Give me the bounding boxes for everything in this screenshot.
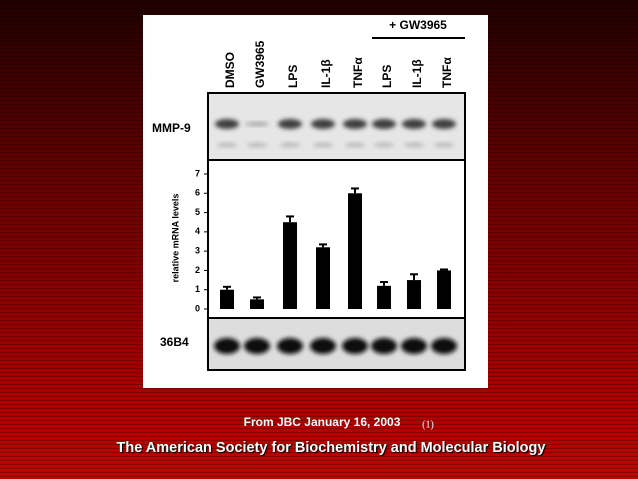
blot-band xyxy=(214,338,240,354)
y-axis-label: relative mRNA levels xyxy=(170,194,180,283)
mmp9-blot xyxy=(207,92,466,161)
source: From JBC January 16, 2003 xyxy=(244,415,401,429)
bar xyxy=(283,222,297,309)
blot-band xyxy=(342,338,368,354)
blot-band xyxy=(245,122,269,126)
blot-band xyxy=(431,338,457,354)
blot-band xyxy=(311,119,335,129)
blot-band xyxy=(277,338,303,354)
blot-band xyxy=(401,338,427,354)
x-tick-label: GW3965 xyxy=(253,40,267,88)
bar xyxy=(377,285,391,309)
blot-band xyxy=(247,142,267,148)
y-tick-label: 0 xyxy=(195,303,200,313)
bar xyxy=(348,193,362,309)
blot-band xyxy=(217,142,237,148)
blot-band xyxy=(372,119,396,129)
blot-band xyxy=(345,142,365,148)
plot-area xyxy=(207,159,466,319)
x-tick-label: DMSO xyxy=(223,52,237,88)
blot-label: 36B4 xyxy=(160,335,189,349)
x-tick-label: IL-1β xyxy=(319,59,333,88)
x-tick-label: LPS xyxy=(286,65,300,88)
y-tick-label: 4 xyxy=(195,226,200,236)
x-tick-label: IL-1β xyxy=(410,59,424,88)
blot-band xyxy=(434,142,454,148)
blot-band xyxy=(278,119,302,129)
y-tick-label: 5 xyxy=(195,207,200,217)
blot-band xyxy=(371,338,397,354)
y-tick-label: 2 xyxy=(195,265,200,275)
group-label: + GW3965 xyxy=(389,18,447,32)
blot-band xyxy=(280,142,300,148)
y-tick-label: 3 xyxy=(195,246,200,256)
y-tick-label: 7 xyxy=(195,168,200,178)
note: (1) xyxy=(422,419,434,430)
bar xyxy=(220,289,234,309)
blot-band xyxy=(244,338,270,354)
blot-band xyxy=(310,338,336,354)
x-tick-label: TNFα xyxy=(440,57,454,88)
blot-band xyxy=(432,119,456,129)
blot-band xyxy=(404,142,424,148)
blot-band xyxy=(402,119,426,129)
bar xyxy=(437,270,451,309)
bar xyxy=(316,247,330,309)
x-tick-label: TNFα xyxy=(351,57,365,88)
blot-band xyxy=(374,142,394,148)
blot-label: MMP-9 xyxy=(152,121,191,135)
y-tick-label: 6 xyxy=(195,188,200,198)
blot-band xyxy=(313,142,333,148)
publisher: The American Society for Biochemistry an… xyxy=(117,440,546,456)
bar xyxy=(407,280,421,309)
bar xyxy=(250,299,264,309)
blot-band xyxy=(343,119,367,129)
blot-band xyxy=(215,119,239,129)
y-tick-label: 1 xyxy=(195,284,200,294)
x-tick-label: LPS xyxy=(380,65,394,88)
